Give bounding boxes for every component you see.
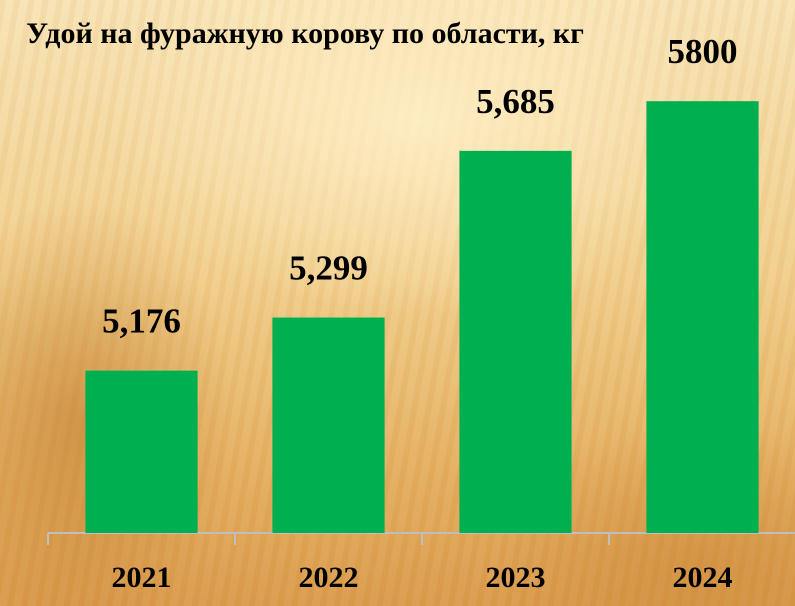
bar (646, 101, 758, 533)
bar (272, 318, 384, 533)
chart: 2021 5,176 2022 5,299 2023 5,685 2024 5800 (0, 0, 795, 606)
x-tick-label: 2021 (112, 561, 172, 594)
value-label: 5,176 (102, 302, 181, 341)
value-label: 5800 (668, 32, 738, 71)
value-label: 5,685 (476, 82, 555, 121)
bar (459, 151, 571, 533)
category-separators (48, 533, 609, 545)
page: 2021 5,176 2022 5,299 2023 5,685 2024 5800 Удой… (0, 0, 795, 606)
x-tick-label: 2023 (486, 561, 546, 594)
chart-title: Удой на фуражную корову по области, кг (20, 12, 590, 56)
value-label: 5,299 (289, 249, 368, 288)
x-tick-label: 2024 (673, 561, 733, 594)
x-tick-label: 2022 (299, 561, 359, 594)
bar (85, 371, 197, 533)
